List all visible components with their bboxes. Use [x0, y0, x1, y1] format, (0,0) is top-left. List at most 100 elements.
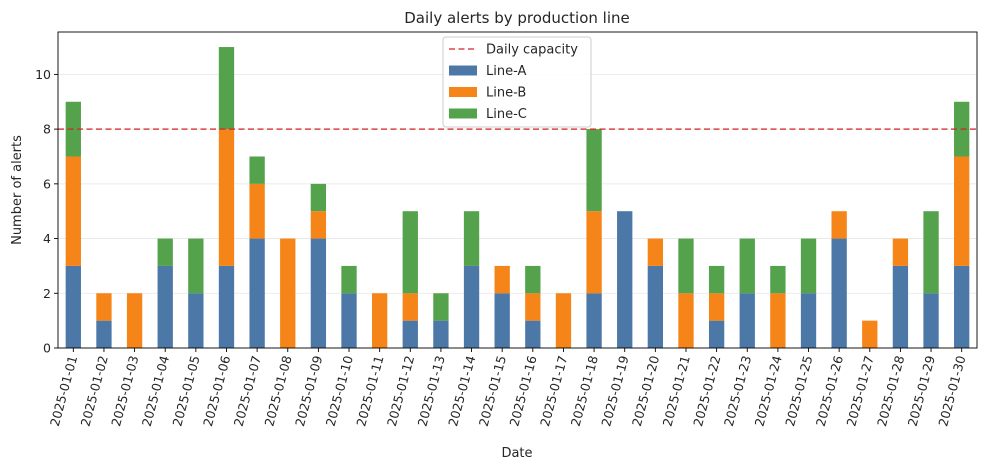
bar-segment-line-b	[586, 211, 602, 294]
plot-frame	[57, 31, 978, 349]
legend-capacity-label: Daily capacity	[486, 43, 578, 58]
bar-segment-line-b	[862, 320, 878, 348]
bar-segment-line-a	[739, 293, 755, 348]
bar-segment-line-b	[126, 293, 143, 348]
bar-segment-line-b	[96, 293, 112, 321]
x-tick-label: 2025-01-06	[200, 354, 233, 428]
chart-title: Daily alerts by production line	[404, 9, 630, 27]
axes-group	[57, 31, 978, 349]
bar-segment-line-a	[586, 293, 602, 348]
x-tick-label: 2025-01-01	[47, 354, 80, 428]
y-ticks-group: 0 2 4 6 8 10	[35, 67, 58, 356]
legend-swatch-line-b	[449, 87, 477, 97]
x-tick-label: 2025-01-26	[813, 354, 846, 428]
x-tick-label: 2025-01-24	[751, 354, 784, 428]
bar-segment-line-a	[310, 238, 327, 348]
bar-segment-line-b	[280, 238, 296, 348]
bar-segment-line-a	[800, 293, 817, 348]
y-tick-label: 8	[43, 122, 51, 137]
bar-segment-line-c	[310, 183, 327, 212]
bar-segment-line-b	[218, 129, 235, 266]
bar-segment-line-b	[249, 183, 265, 239]
x-tick-label: 2025-01-23	[721, 354, 754, 428]
bar-segment-line-a	[494, 293, 510, 348]
x-tick-label: 2025-01-02	[78, 354, 111, 428]
bar-segment-line-a	[954, 265, 970, 348]
y-tick-label: 10	[35, 67, 51, 82]
bar-segment-line-a	[525, 320, 541, 348]
x-tick-label: 2025-01-08	[261, 354, 294, 428]
y-axis-label: Number of alerts	[10, 135, 25, 245]
bar-segment-line-a	[218, 265, 235, 348]
bar-segment-line-c	[739, 238, 755, 294]
x-tick-label: 2025-01-28	[874, 354, 907, 428]
bar-segment-line-c	[678, 238, 694, 294]
bar-segment-line-b	[402, 293, 418, 321]
x-tick-label: 2025-01-22	[690, 354, 723, 428]
legend-label-line-a: Line-A	[486, 64, 526, 79]
bar-segment-line-b	[65, 156, 81, 266]
bar-segment-line-c	[463, 211, 480, 266]
y-tick-label: 2	[43, 286, 51, 301]
y-tick-label: 6	[43, 176, 51, 191]
bar-segment-line-a	[433, 320, 449, 348]
bar-segment-line-c	[402, 211, 418, 294]
legend-label-line-b: Line-B	[486, 86, 526, 101]
x-tick-label: 2025-01-05	[169, 354, 202, 428]
bar-segment-line-b	[371, 293, 388, 348]
x-ticks-group: 2025-01-012025-01-022025-01-032025-01-04…	[47, 348, 969, 428]
legend-label-line-c: Line-C	[486, 107, 527, 122]
bar-segment-line-b	[831, 211, 847, 239]
x-tick-label: 2025-01-16	[506, 354, 539, 428]
x-tick-label: 2025-01-11	[353, 354, 386, 428]
x-tick-label: 2025-01-12	[384, 354, 417, 428]
bar-segment-line-a	[923, 293, 939, 348]
bar-segment-line-a	[249, 238, 265, 348]
x-tick-label: 2025-01-27	[843, 354, 876, 428]
x-tick-label: 2025-01-14	[445, 354, 478, 428]
bar-segment-line-a	[96, 320, 112, 348]
x-tick-label: 2025-01-18	[568, 354, 601, 428]
bar-segment-line-a	[463, 265, 480, 348]
x-tick-label: 2025-01-07	[231, 354, 264, 428]
bar-segment-line-c	[770, 265, 786, 294]
bar-segment-line-a	[188, 293, 204, 348]
bar-segment-line-c	[218, 47, 235, 130]
bar-segment-line-c	[157, 238, 173, 266]
bar-segment-line-a	[157, 265, 173, 348]
bar-segment-line-b	[555, 293, 572, 348]
x-tick-label: 2025-01-15	[476, 354, 509, 428]
x-tick-label: 2025-01-29	[905, 354, 938, 428]
bar-segment-line-b	[678, 293, 694, 348]
y-tick-label: 0	[43, 341, 51, 356]
bar-segment-line-c	[188, 238, 204, 294]
x-tick-label: 2025-01-25	[782, 354, 815, 428]
bars-group	[65, 47, 970, 348]
x-tick-label: 2025-01-17	[537, 354, 570, 428]
x-tick-label: 2025-01-20	[629, 354, 662, 428]
x-tick-label: 2025-01-19	[598, 354, 631, 428]
legend: Daily capacity Line-A Line-B Line-C	[442, 36, 592, 128]
bar-segment-line-c	[708, 265, 725, 294]
x-tick-label: 2025-01-13	[415, 354, 448, 428]
bar-segment-line-a	[708, 320, 725, 348]
bar-segment-line-c	[433, 293, 449, 321]
bar-segment-line-b	[494, 265, 510, 294]
bar-segment-line-c	[249, 156, 265, 184]
legend-swatch-line-c	[449, 108, 477, 119]
bar-segment-line-b	[525, 293, 541, 321]
bar-segment-line-b	[770, 293, 786, 348]
bar-segment-line-a	[65, 265, 81, 348]
bar-segment-line-b	[892, 238, 909, 266]
bar-segment-line-a	[617, 211, 633, 348]
bar-segment-line-c	[586, 129, 602, 212]
x-tick-label: 2025-01-30	[935, 354, 968, 428]
bar-segment-line-c	[525, 265, 541, 294]
bar-segment-line-b	[647, 238, 664, 266]
bar-segment-line-a	[402, 320, 418, 348]
bar-segment-line-a	[831, 238, 847, 348]
bar-segment-line-b	[954, 156, 970, 266]
bar-segment-line-a	[341, 293, 357, 348]
